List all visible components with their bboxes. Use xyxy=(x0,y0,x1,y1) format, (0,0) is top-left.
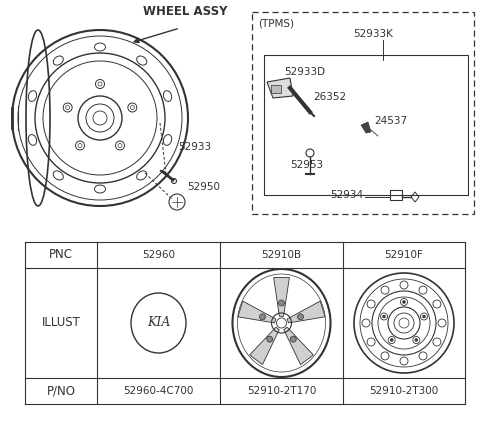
Text: 26352: 26352 xyxy=(313,92,346,102)
Circle shape xyxy=(290,336,296,342)
Polygon shape xyxy=(250,327,279,365)
Text: 52960: 52960 xyxy=(142,250,175,260)
Text: 52910-2T300: 52910-2T300 xyxy=(370,386,439,396)
Polygon shape xyxy=(238,301,276,323)
Bar xyxy=(264,55,468,195)
Text: 52934: 52934 xyxy=(330,190,363,200)
Text: 52910-2T170: 52910-2T170 xyxy=(247,386,316,396)
Text: 52933: 52933 xyxy=(178,142,211,152)
Text: P/NO: P/NO xyxy=(47,385,75,397)
Text: 52953: 52953 xyxy=(290,160,323,170)
Polygon shape xyxy=(267,78,293,98)
Text: 52950: 52950 xyxy=(187,182,220,192)
Text: 52910B: 52910B xyxy=(262,250,301,260)
Text: 52910F: 52910F xyxy=(384,250,423,260)
Polygon shape xyxy=(361,122,371,133)
Circle shape xyxy=(390,339,393,341)
Circle shape xyxy=(403,300,406,303)
Polygon shape xyxy=(284,327,313,365)
Text: 52960-4C700: 52960-4C700 xyxy=(123,386,194,396)
Text: 52933D: 52933D xyxy=(284,67,325,77)
Text: (TPMS): (TPMS) xyxy=(258,18,294,28)
Polygon shape xyxy=(274,277,289,316)
Text: 24537: 24537 xyxy=(374,116,407,126)
Bar xyxy=(271,85,281,93)
Text: WHEEL ASSY: WHEEL ASSY xyxy=(143,5,227,18)
Text: ILLUST: ILLUST xyxy=(42,317,81,329)
Circle shape xyxy=(415,339,418,341)
Circle shape xyxy=(260,314,265,320)
Circle shape xyxy=(267,336,273,342)
Bar xyxy=(252,12,474,214)
Circle shape xyxy=(278,300,285,306)
Text: 52933K: 52933K xyxy=(353,29,393,39)
Circle shape xyxy=(422,315,425,318)
Text: KIA: KIA xyxy=(147,317,170,329)
Circle shape xyxy=(383,315,385,318)
Polygon shape xyxy=(287,301,325,323)
Text: PNC: PNC xyxy=(49,248,73,262)
Circle shape xyxy=(298,314,303,320)
